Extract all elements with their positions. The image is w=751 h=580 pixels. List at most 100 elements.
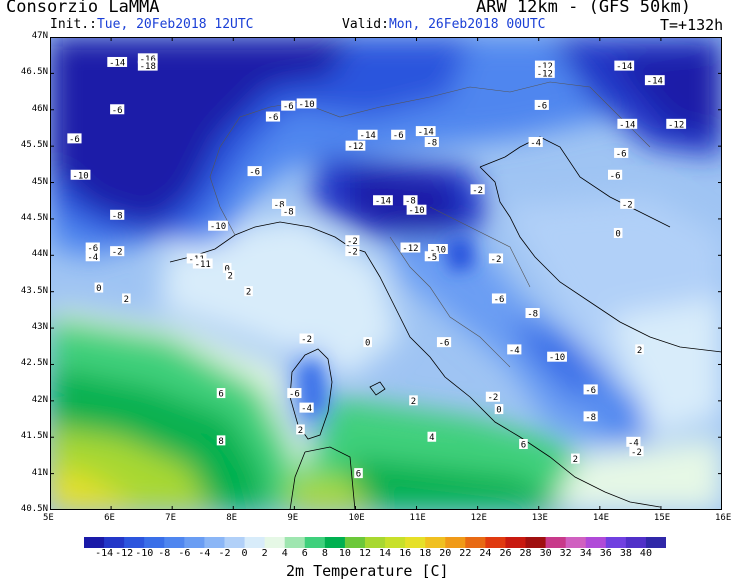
temperature-label: -4	[85, 251, 100, 263]
temperature-label-bg	[427, 431, 437, 442]
colorbar-swatch	[124, 537, 145, 548]
temperature-label: 6	[354, 468, 363, 480]
temperature-value: 0	[615, 229, 620, 239]
temperature-label-bg	[534, 99, 549, 110]
temperature-label-bg	[345, 140, 366, 151]
temperature-label-bg	[614, 147, 629, 158]
colorbar-swatch	[445, 537, 466, 548]
temperature-label-bg	[491, 293, 507, 304]
temperature-label-bg	[485, 391, 501, 402]
temperature-label: -12	[534, 60, 555, 72]
colorbar-tick-label: 34	[579, 548, 592, 559]
colorbar-swatch	[545, 537, 567, 548]
temperature-value: -6	[87, 244, 98, 254]
lat-label: 44.5N	[20, 212, 48, 223]
temperature-label: -14	[614, 60, 635, 72]
temperature-value: -8	[274, 200, 285, 210]
colorbar-tick-label: -10	[135, 548, 154, 559]
temperature-label-bg	[186, 253, 207, 264]
temperature-label-bg	[488, 253, 504, 264]
temperature-value: 4	[429, 433, 434, 443]
temperature-value: -10	[408, 206, 424, 216]
temperature-label: -14	[644, 75, 665, 87]
temperature-label-bg	[122, 293, 131, 304]
temperature-value: -4	[530, 139, 541, 149]
temperature-label-bg	[629, 446, 644, 457]
colorbar-tick-label: 28	[519, 548, 532, 559]
lon-label: 16E	[715, 513, 732, 523]
temperature-label: -2	[470, 184, 485, 196]
temperature-labels: -14-16-18-6-6-10-6-4-2-802-10-11-11022-6…	[67, 53, 687, 480]
lon-label: 8E	[226, 513, 238, 523]
temperature-label: -6	[491, 293, 507, 305]
colorbar-tick-label: -12	[115, 548, 134, 559]
colorbar-swatch	[164, 537, 185, 548]
colorbar-swatch	[84, 537, 105, 548]
temperature-value: 2	[246, 288, 251, 298]
colorbar-swatch	[625, 537, 647, 548]
temperature-label: -10	[428, 243, 448, 255]
temperature-value: -2	[631, 448, 642, 458]
temperature-label-bg	[85, 251, 100, 262]
temperature-label: -8	[525, 308, 540, 320]
temperature-label: 8	[216, 435, 226, 447]
temperature-label: 0	[363, 337, 372, 349]
lon-label: 14E	[592, 513, 610, 523]
temperature-label-bg	[345, 235, 360, 246]
colorbar-swatch	[605, 537, 627, 548]
temperature-value: -8	[527, 310, 538, 320]
colorbar-swatch	[204, 537, 225, 548]
temperature-label: -18	[137, 60, 158, 72]
temperature-label: 2	[571, 453, 580, 465]
lat-label: 47N	[31, 31, 48, 41]
temperature-label-bg	[271, 198, 287, 209]
temperature-value: 2	[573, 455, 578, 465]
lat-label: 42.5N	[20, 358, 48, 369]
temperature-label-bg	[528, 137, 543, 148]
valid-label: Valid:	[342, 17, 389, 32]
temperature-label-bg	[583, 411, 598, 422]
temperature-label-bg	[70, 169, 91, 180]
colorbar-swatch	[184, 537, 205, 548]
lat-label: 42N	[31, 394, 48, 405]
temperature-label-bg	[436, 337, 452, 348]
temperature-label-bg	[547, 351, 567, 362]
temperature-value: -6	[616, 149, 627, 159]
axis-ticks	[50, 37, 722, 510]
temperature-field	[50, 37, 722, 510]
temperature-label-bg	[107, 56, 128, 67]
temperature-label-bg	[354, 468, 363, 479]
temperature-label-bg	[409, 395, 418, 406]
temperature-label-bg	[428, 243, 448, 254]
temperature-label-bg	[208, 220, 228, 231]
colorbar-tick-label: 38	[619, 548, 632, 559]
country-borders	[209, 81, 651, 368]
temperature-label: -14	[617, 118, 638, 130]
colorbar-swatch	[244, 537, 266, 548]
temperature-label-bg	[85, 242, 100, 253]
colorbar-tick-label: 12	[358, 548, 371, 559]
temperature-label: -2	[110, 246, 125, 258]
temperature-label: -6	[265, 111, 281, 123]
temperature-value: -8	[585, 413, 596, 423]
temperature-label: -14	[373, 195, 393, 207]
colorbar-swatch	[144, 537, 165, 548]
colorbar-swatch	[645, 537, 666, 548]
temperature-label: -8	[281, 206, 296, 218]
temperature-label: -6	[391, 129, 406, 141]
temperature-label: -10	[547, 351, 567, 363]
temperature-label: -4	[299, 402, 314, 414]
colorbar-tick-label: 18	[419, 548, 432, 559]
temperature-label: -6	[110, 104, 125, 116]
temperature-label: -2	[620, 198, 635, 210]
temperature-label: 2	[635, 344, 644, 356]
colorbar-tick-label: 30	[539, 548, 552, 559]
temperature-value: -10	[72, 171, 88, 181]
temperature-value: 6	[356, 470, 361, 480]
colorbar-tick-label: 22	[459, 548, 472, 559]
colorbar-swatch	[324, 537, 346, 548]
colorbar-swatch	[505, 537, 527, 548]
temperature-value: -2	[112, 248, 123, 258]
temperature-label-bg	[281, 206, 296, 217]
colorbar-tick-label: 4	[281, 548, 288, 559]
